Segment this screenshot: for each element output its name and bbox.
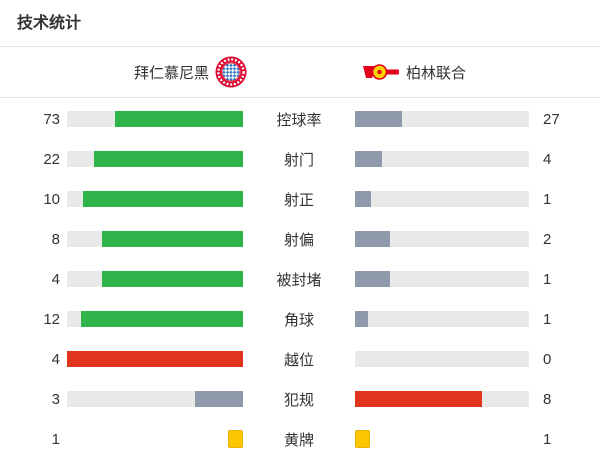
- away-bar: [355, 111, 529, 127]
- away-team-name: 柏林联合: [406, 64, 467, 82]
- stat-row: 22 射门 4: [0, 139, 600, 179]
- stat-row: 10 射正 1: [0, 179, 600, 219]
- union-berlin-logo: [363, 64, 399, 80]
- home-value: 4: [51, 350, 60, 368]
- away-bar: [355, 311, 529, 327]
- home-value: 73: [43, 110, 60, 128]
- stat-row: 73 控球率 27: [0, 99, 600, 139]
- stat-label: 越位: [283, 351, 314, 369]
- home-bar: [67, 311, 243, 327]
- away-bar-fill: [355, 231, 390, 247]
- away-bar: [355, 430, 529, 448]
- away-bar-fill: [355, 111, 402, 127]
- away-value: 1: [543, 430, 552, 448]
- team-header: 拜仁慕尼黑: [0, 47, 600, 98]
- stat-label: 角球: [283, 311, 314, 329]
- stat-label: 控球率: [276, 111, 322, 129]
- home-bar-fill: [102, 271, 243, 287]
- away-bar-fill: [355, 191, 371, 207]
- home-bar-fill: [195, 391, 243, 407]
- away-value: 4: [543, 150, 552, 168]
- away-value: 1: [543, 310, 552, 328]
- away-value: 1: [543, 190, 552, 208]
- home-bar-fill: [83, 191, 243, 207]
- away-bar-fill: [355, 151, 382, 167]
- away-bar: [355, 391, 529, 407]
- away-bar: [355, 231, 529, 247]
- stat-label: 黄牌: [283, 431, 314, 449]
- home-bar: [67, 151, 243, 167]
- away-value: 1: [543, 270, 552, 288]
- home-bar-fill: [80, 311, 243, 327]
- home-bar: [67, 191, 243, 207]
- stat-label: 射正: [283, 191, 314, 209]
- away-bar-fill: [355, 311, 369, 327]
- home-bar: [67, 271, 243, 287]
- away-bar-fill: [355, 271, 390, 287]
- away-bar: [355, 191, 529, 207]
- stat-row: 4 被封堵 1: [0, 259, 600, 299]
- stat-row: 3 犯规 8: [0, 379, 600, 419]
- home-bar-fill: [67, 351, 243, 367]
- stat-label: 射偏: [283, 231, 314, 249]
- stats-list: 73 控球率 27 22 射门 4 10 射正 1 8 射偏 2 4 被封堵 1…: [0, 98, 600, 459]
- home-bar: [67, 391, 243, 407]
- away-bar: [355, 271, 529, 287]
- away-team-header: 柏林联合: [300, 62, 600, 83]
- home-bar-fill: [114, 111, 243, 127]
- away-value: 2: [543, 230, 552, 248]
- home-team-name: 拜仁慕尼黑: [133, 64, 209, 82]
- page-title: 技术统计: [17, 15, 82, 32]
- bayern-munich-logo: [215, 56, 247, 88]
- home-bar: [67, 111, 243, 127]
- stat-label: 犯规: [283, 391, 314, 409]
- home-bar-fill: [102, 231, 243, 247]
- away-value: 27: [543, 110, 560, 128]
- away-value: 8: [543, 390, 552, 408]
- stat-label: 射门: [283, 151, 314, 169]
- away-bar: [355, 351, 529, 367]
- away-bar-fill: [355, 391, 482, 407]
- stat-row: 4 越位 0: [0, 339, 600, 379]
- home-value: 22: [43, 150, 60, 168]
- stat-row: 1 黄牌 1: [0, 419, 600, 459]
- home-value: 4: [51, 270, 60, 288]
- home-bar-fill: [94, 151, 243, 167]
- yellow-card-home: [228, 430, 243, 448]
- home-value: 12: [43, 310, 60, 328]
- home-value: 8: [51, 230, 60, 248]
- stat-row: 12 角球 1: [0, 299, 600, 339]
- home-team-header: 拜仁慕尼黑: [0, 56, 300, 88]
- home-value: 1: [51, 430, 60, 448]
- stat-row: 8 射偏 2: [0, 219, 600, 259]
- home-bar: [67, 430, 243, 448]
- home-bar: [67, 351, 243, 367]
- title-divider: [0, 46, 600, 47]
- home-bar: [67, 231, 243, 247]
- yellow-card-away: [355, 430, 370, 448]
- home-value: 10: [43, 190, 60, 208]
- home-value: 3: [51, 390, 60, 408]
- away-value: 0: [543, 350, 552, 368]
- stat-label: 被封堵: [276, 271, 322, 289]
- away-bar: [355, 151, 529, 167]
